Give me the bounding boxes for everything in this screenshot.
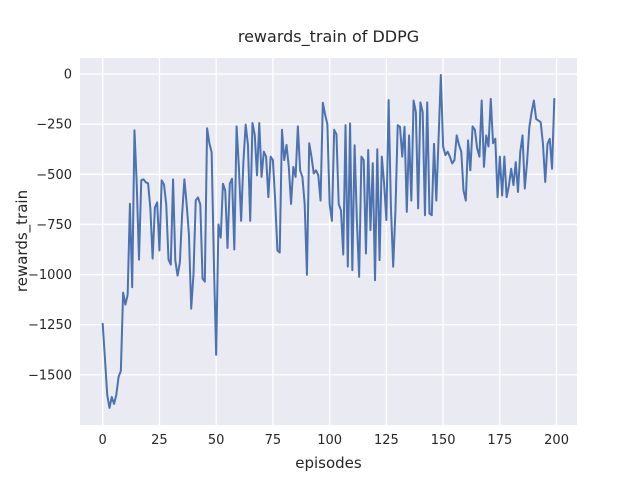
series-line-rewards_train xyxy=(101,74,556,409)
x-tick-label: 200 xyxy=(544,433,569,448)
x-tick-label: 175 xyxy=(487,433,512,448)
y-axis-label-text: rewards_train xyxy=(13,189,31,293)
y-tick-label: 0 xyxy=(64,68,72,83)
x-tick-label: 25 xyxy=(151,433,168,448)
y-tick-label: −1250 xyxy=(28,318,72,333)
x-tick-label: 100 xyxy=(317,433,342,448)
y-tick-label: −250 xyxy=(36,118,72,133)
y-tick-label: −1500 xyxy=(28,368,72,383)
x-tick-label: 75 xyxy=(265,433,282,448)
chart-title: rewards_train of DDPG xyxy=(237,27,420,46)
x-tick-label: 50 xyxy=(208,433,225,448)
y-tick-label: −750 xyxy=(36,218,72,233)
y-tick-label: −1000 xyxy=(28,268,72,283)
x-axis-label: episodes xyxy=(295,454,362,472)
x-tick-label: 150 xyxy=(431,433,456,448)
y-tick-label: −500 xyxy=(36,168,72,183)
axes-background xyxy=(80,58,577,425)
x-tick-label: 0 xyxy=(99,433,107,448)
x-tick-label: 125 xyxy=(374,433,399,448)
